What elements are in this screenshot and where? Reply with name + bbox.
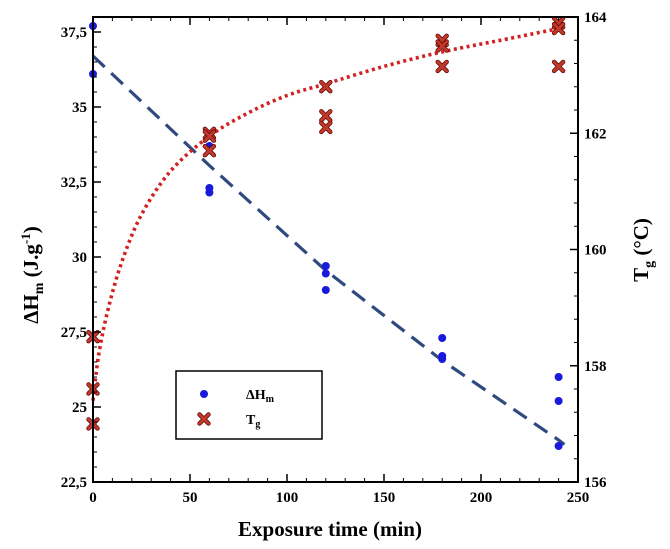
legend-label-tg-main: T	[246, 413, 256, 428]
data-point-0	[205, 188, 214, 197]
x-tick-label: 0	[89, 490, 97, 506]
y-left-tick-label: 37,5	[61, 25, 87, 41]
x-tick-label: 100	[276, 490, 299, 506]
y-left-tick-label: 25	[72, 400, 87, 416]
y-left-tick-label: 22,5	[61, 475, 87, 491]
data-point-1	[319, 120, 333, 135]
legend: ΔHm Tg	[175, 370, 323, 440]
y-left-title-unit-end: )	[19, 226, 43, 233]
legend-marker-tg	[197, 412, 211, 426]
y-right-title-main: T	[629, 268, 653, 282]
legend-label-tg: Tg	[246, 413, 260, 430]
data-point-1	[435, 39, 449, 53]
plot-frame	[92, 16, 579, 483]
y-left-tick-label: 32,5	[61, 175, 87, 191]
data-point-0	[554, 397, 563, 405]
data-point-1	[319, 109, 333, 123]
y-left-axis-title: ΔHm (J.g-1)	[18, 226, 47, 324]
axes: 0 50 100 150 200 250 22,5 25 27,5 30 32,5 35 37,5 156…	[61, 10, 607, 506]
data-point-1	[319, 79, 333, 94]
data-markers	[86, 16, 566, 450]
data-point-0	[554, 442, 563, 450]
y-right-tick-label: 160	[584, 243, 607, 259]
legend-label-dh-sub: m	[266, 394, 275, 405]
y-right-tick-label: 158	[584, 359, 607, 375]
y-right-axis-title: Tg (°C)	[629, 218, 657, 282]
data-point-0	[321, 286, 330, 294]
data-point-1	[551, 59, 566, 74]
y-right-tick-label: 156	[584, 475, 607, 491]
y-right-tick-label: 162	[584, 126, 607, 142]
data-point-1	[551, 21, 566, 36]
y-left-title-unit: (J.g	[19, 244, 43, 278]
x-tick-label: 50	[183, 490, 198, 506]
y-left-tick-label: 35	[72, 100, 87, 116]
data-point-0	[321, 262, 330, 270]
data-point-1	[202, 129, 217, 143]
legend-box	[175, 370, 323, 440]
x-tick-label: 150	[373, 490, 396, 506]
data-point-1	[202, 143, 217, 158]
data-point-1	[435, 59, 449, 74]
legend-label-dh-main: ΔH	[246, 388, 266, 403]
fit-line-0	[91, 54, 566, 446]
y-left-title-main: ΔH	[19, 294, 43, 324]
y-right-title-unit: (°C)	[629, 218, 653, 256]
fit-line-1	[91, 26, 559, 401]
data-point-0	[321, 269, 330, 278]
x-axis-title: Exposure time (min)	[238, 517, 422, 541]
x-tick-label: 200	[470, 490, 493, 506]
data-point-0	[554, 373, 563, 381]
y-left-tick-label: 30	[72, 250, 87, 266]
y-right-tick-label: 164	[584, 10, 607, 26]
legend-marker-dh	[200, 390, 208, 398]
y-right-title-sub: g	[642, 261, 657, 268]
legend-label-dh: ΔHm	[246, 388, 275, 405]
y-left-title-unit-sup: -1	[18, 233, 33, 244]
x-tick-label: 250	[567, 490, 590, 506]
fit-lines	[91, 26, 566, 446]
data-point-0	[438, 334, 447, 342]
data-point-0	[438, 355, 447, 363]
y-left-title-sub: m	[32, 282, 47, 294]
y-left-tick-label: 27,5	[61, 325, 87, 341]
legend-label-tg-sub: g	[255, 419, 260, 430]
